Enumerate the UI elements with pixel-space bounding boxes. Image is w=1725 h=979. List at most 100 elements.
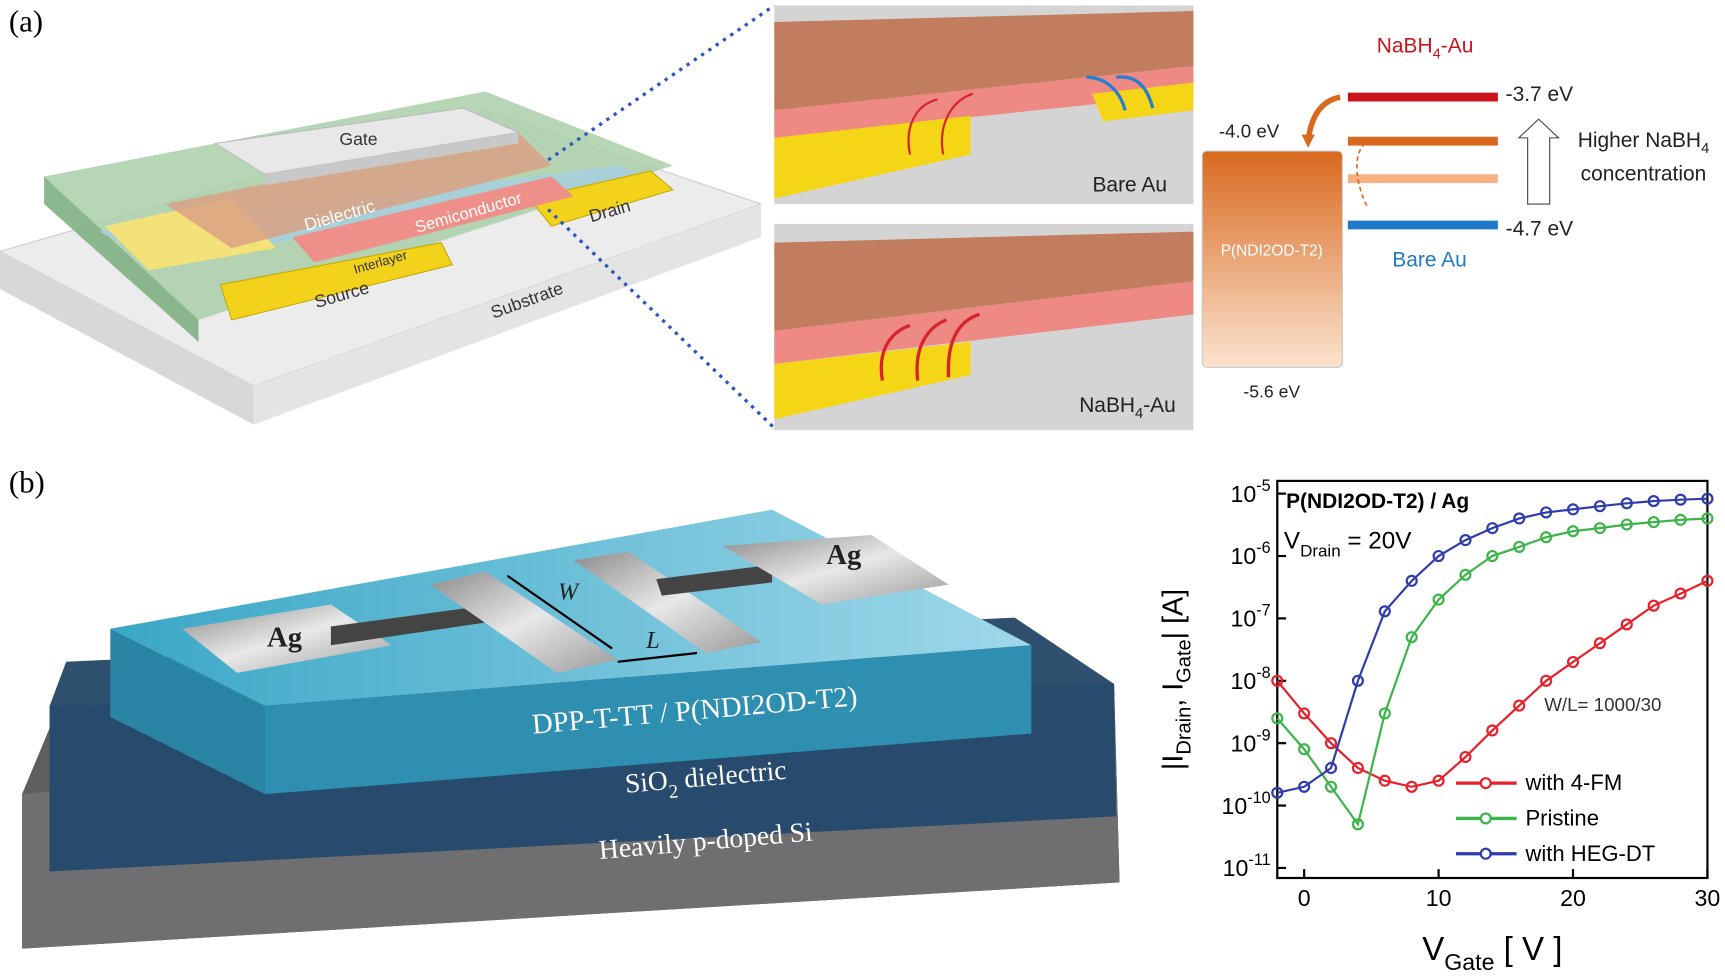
data-point bbox=[1459, 534, 1472, 547]
series-line bbox=[1276, 517, 1708, 827]
level-label: -3.7 eV bbox=[1506, 82, 1574, 105]
data-point bbox=[1701, 512, 1714, 525]
annotation: W/L= 1000/30 bbox=[1544, 694, 1661, 715]
legend-marker bbox=[1479, 812, 1492, 825]
level-label: -5.6 eV bbox=[1243, 381, 1300, 401]
ag-label: Ag bbox=[826, 539, 862, 571]
data-point bbox=[1701, 574, 1714, 587]
legend-label: Pristine bbox=[1525, 805, 1599, 830]
data-point bbox=[1378, 707, 1391, 720]
semiconductor-band bbox=[774, 281, 1194, 364]
data-point bbox=[1432, 549, 1445, 563]
zoom-line bbox=[547, 4, 776, 162]
w-arrow bbox=[506, 574, 613, 650]
data-point bbox=[1620, 618, 1633, 631]
data-point bbox=[1324, 761, 1338, 775]
arrow-head bbox=[1301, 134, 1315, 148]
data-point bbox=[1271, 674, 1284, 687]
data-point bbox=[1298, 707, 1311, 720]
data-point bbox=[1405, 631, 1418, 644]
energy-diagram: NaBH4-Au -3.7 eV -4.0 eV Higher NaBH4 co… bbox=[1201, 34, 1710, 401]
data-point bbox=[1459, 568, 1472, 581]
data-point bbox=[1378, 774, 1391, 787]
x-axis-label: VGate [ V ] bbox=[1422, 931, 1562, 975]
data-point bbox=[1405, 574, 1418, 587]
data-point bbox=[1324, 780, 1338, 793]
data-point bbox=[1566, 655, 1580, 669]
data-point bbox=[1593, 637, 1606, 650]
y-tick-label: 10-11 bbox=[1223, 851, 1271, 881]
source-electrode bbox=[774, 115, 971, 199]
polymer-band bbox=[1201, 150, 1343, 368]
data-point bbox=[1566, 525, 1580, 538]
data-point bbox=[1432, 774, 1445, 787]
data-point bbox=[1540, 674, 1553, 687]
data-point bbox=[1701, 492, 1714, 505]
data-point bbox=[1674, 493, 1687, 506]
device-b: Ag Ag W L DPP-T-TT / P(NDI2OD-T2) SiO2 d… bbox=[22, 509, 1120, 949]
data-point bbox=[1620, 497, 1633, 510]
y-tick-label: 10-7 bbox=[1230, 602, 1270, 632]
panel-label: (a) bbox=[9, 3, 43, 38]
data-point bbox=[1513, 699, 1526, 712]
data-point bbox=[1351, 674, 1364, 687]
polymer-label: P(NDI2OD-T2) bbox=[1221, 243, 1323, 260]
substrate-front bbox=[253, 204, 762, 425]
dielectric-layer bbox=[165, 132, 552, 249]
source-electrode bbox=[774, 341, 971, 420]
figure-content: (a) Gate Dielectric Semiconductor Drain … bbox=[0, 3, 1720, 975]
y-tick-label: 10-6 bbox=[1230, 540, 1270, 570]
data-point bbox=[1674, 587, 1687, 600]
data-point bbox=[1459, 750, 1472, 764]
legend-marker bbox=[1479, 777, 1492, 790]
data-point bbox=[1351, 761, 1364, 775]
y-tick-label: 10-5 bbox=[1230, 477, 1270, 507]
dielectric-band bbox=[774, 11, 1194, 111]
y-tick-label: 10-10 bbox=[1221, 789, 1270, 819]
source bbox=[219, 242, 454, 321]
data-point bbox=[1432, 593, 1445, 606]
legend-label: with 4-FM bbox=[1524, 770, 1622, 795]
data-point bbox=[1593, 522, 1606, 535]
data-point bbox=[1540, 506, 1553, 519]
l-label: L bbox=[645, 627, 659, 654]
data-point bbox=[1647, 495, 1660, 508]
transfer-chart: 10-11 10-10 10-9 10-8 10-7 10-6 10-5 0 10 20 30 VGa… bbox=[1157, 477, 1720, 975]
level-label: Bare Au bbox=[1392, 248, 1467, 271]
ag-pad bbox=[722, 534, 949, 605]
data-point bbox=[1486, 549, 1499, 563]
ag-label: Ag bbox=[267, 621, 303, 653]
data-point bbox=[1405, 780, 1418, 793]
inset-label: Bare Au bbox=[1092, 173, 1167, 196]
gate-label: Gate bbox=[339, 129, 377, 149]
data-point bbox=[1513, 512, 1526, 525]
legend-marker bbox=[1479, 847, 1492, 860]
substrate-side bbox=[0, 251, 254, 425]
drain bbox=[528, 170, 674, 227]
ag-finger bbox=[430, 571, 618, 673]
inset-bare-au: Bare Au bbox=[774, 5, 1194, 205]
level-label: -4.0 eV bbox=[1219, 120, 1280, 141]
l-arrow bbox=[617, 651, 698, 663]
arrow-label: Higher NaBH4 bbox=[1578, 129, 1710, 157]
dielectric-side bbox=[44, 176, 199, 342]
x-tick-label: 10 bbox=[1426, 885, 1452, 911]
data-point bbox=[1647, 516, 1660, 529]
plot-frame bbox=[1276, 479, 1709, 880]
series-line bbox=[1276, 579, 1708, 788]
y-tick-label: 10-8 bbox=[1230, 664, 1270, 694]
data-point bbox=[1566, 503, 1580, 516]
data-point bbox=[1324, 737, 1338, 750]
data-point bbox=[1486, 522, 1499, 535]
up-arrow bbox=[1517, 118, 1560, 205]
electron-arrows bbox=[907, 92, 974, 155]
data-point bbox=[1351, 818, 1364, 831]
ag-pad bbox=[181, 604, 392, 673]
ag-line bbox=[656, 564, 773, 596]
data-point bbox=[1674, 513, 1687, 526]
data-point bbox=[1620, 518, 1633, 531]
semiconductor-band bbox=[774, 66, 1194, 138]
data-point bbox=[1647, 599, 1660, 612]
